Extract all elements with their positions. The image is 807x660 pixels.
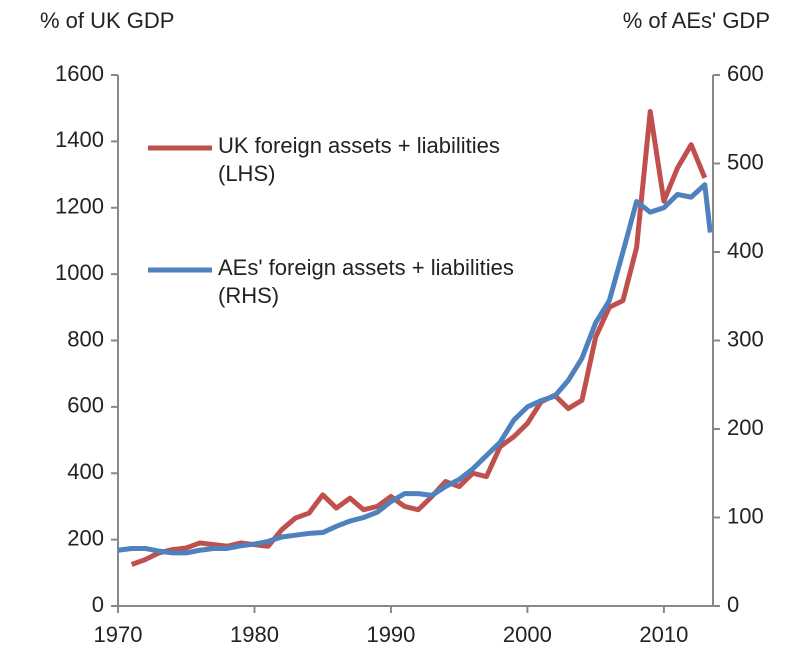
y-tick-label: 0 — [92, 592, 104, 617]
y-tick-label: 800 — [67, 326, 104, 351]
y-axis-title: % of UK GDP — [40, 8, 174, 33]
y-tick-label: 400 — [67, 459, 104, 484]
x-tick-label: 2010 — [639, 622, 688, 647]
legend-label: AEs' foreign assets + liabilities (RHS) — [218, 255, 514, 308]
y2-tick-label: 300 — [727, 326, 764, 351]
y-tick-label: 1400 — [55, 127, 104, 152]
x-tick-label: 1990 — [366, 622, 415, 647]
x-tick-label: 2000 — [503, 622, 552, 647]
legend-label: UK foreign assets + liabilities (LHS) — [218, 133, 500, 186]
y-tick-label: 1000 — [55, 260, 104, 285]
legend-item: AEs' foreign assets + liabilities (RHS) — [218, 255, 514, 308]
y2-tick-label: 400 — [727, 238, 764, 263]
y2-tick-label: 0 — [727, 592, 739, 617]
y2-tick-label: 500 — [727, 149, 764, 174]
y-tick-label: 600 — [67, 393, 104, 418]
y2-tick-label: 200 — [727, 415, 764, 440]
y-tick-label: 200 — [67, 525, 104, 550]
x-tick-label: 1970 — [94, 622, 143, 647]
y-tick-label: 1600 — [55, 61, 104, 86]
y2-axis-title: % of AEs' GDP — [623, 8, 770, 33]
y2-tick-label: 100 — [727, 503, 764, 528]
y-tick-label: 1200 — [55, 194, 104, 219]
legend-item: UK foreign assets + liabilities (LHS) — [218, 133, 500, 186]
x-tick-label: 1980 — [230, 622, 279, 647]
y2-tick-label: 600 — [727, 61, 764, 86]
series-line — [117, 182, 713, 556]
